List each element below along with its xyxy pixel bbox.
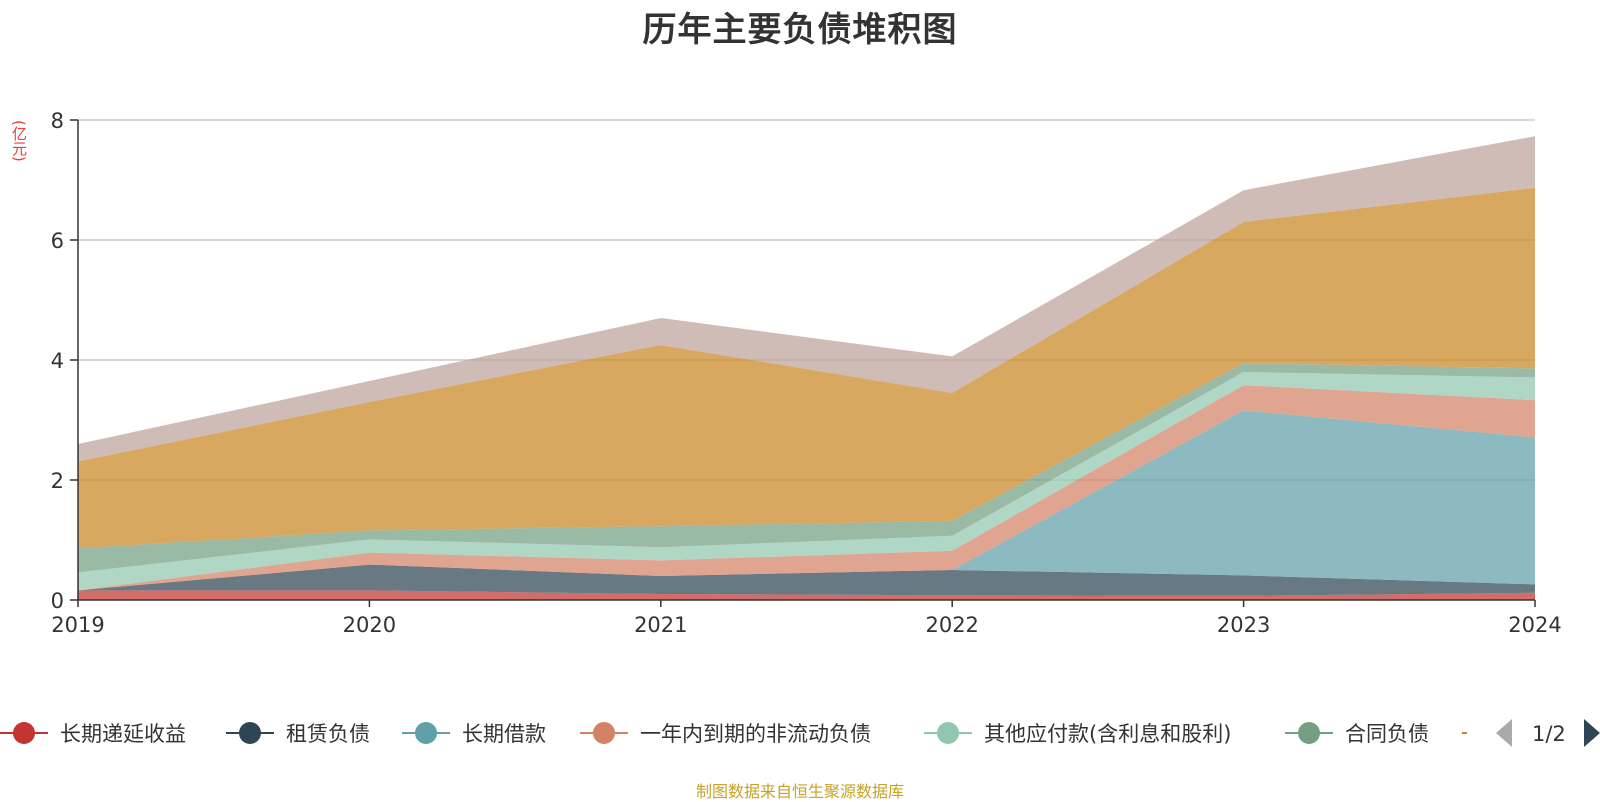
x-axis-ticks: 2019 2020 2021 2022 2023 2024 [51,600,1562,637]
legend-marker [415,722,437,744]
y-tick-label: 4 [51,349,64,373]
x-tick-label: 2019 [51,613,104,637]
y-tick-label: 2 [51,469,64,493]
legend-item[interactable]: 长期递延收益 [0,722,186,746]
area-series-5[interactable] [78,363,1535,573]
area-series-7[interactable] [78,136,1535,462]
area-series-1[interactable] [78,564,1535,596]
legend-page-indicator: 1/2 [1532,722,1566,746]
legend-item[interactable]: 其他应付款(含利息和股利) [924,722,1231,746]
legend-label: 长期递延收益 [60,722,186,746]
area-series-3[interactable] [78,385,1535,591]
area-series-0[interactable] [78,590,1535,600]
area-series-6[interactable] [78,187,1535,549]
legend-label: 合同负债 [1345,722,1429,746]
stacked-areas [78,136,1535,600]
legend: 长期递延收益 租赁负债 长期借款 一年内到期的非流动负债 其他应付款(含利息和股利) 合同… [0,719,1600,747]
y-tick-label: 8 [51,109,64,133]
x-tick-label: 2024 [1508,613,1561,637]
x-tick-label: 2020 [343,613,396,637]
y-axis-unit-label: (亿元) [10,120,28,162]
y-tick-label: 6 [51,229,64,253]
legend-marker [937,722,959,744]
legend-marker [1475,722,1497,744]
legend-item[interactable]: 一年内到期的非流动负债 [580,722,871,746]
area-series-4[interactable] [78,372,1535,591]
data-source-note: 制图数据来自恒生聚源数据库 [695,782,904,801]
legend-marker [239,722,261,744]
legend-label: 长期借款 [462,722,546,746]
chart-title: 历年主要负债堆积图 [642,10,958,50]
x-tick-label: 2022 [925,613,978,637]
legend-marker [593,722,615,744]
legend-next-page-arrow[interactable] [1584,719,1600,747]
x-tick-label: 2023 [1217,613,1270,637]
x-tick-label: 2021 [634,613,687,637]
legend-item[interactable]: 长期借款 [402,722,546,746]
y-tick-label: 0 [51,589,64,613]
legend-marker [13,722,35,744]
legend-marker [1298,722,1320,744]
legend-item[interactable]: 租赁负债 [226,722,370,746]
area-series-2[interactable] [78,410,1535,591]
legend-label: 租赁负债 [286,722,370,746]
legend-label: 其他应付款(含利息和股利) [984,722,1231,746]
legend-pager: 1/2 [1496,719,1600,747]
legend-item[interactable]: 合同负债 [1285,722,1429,746]
legend-label: 一年内到期的非流动负债 [640,722,871,746]
legend-prev-page-arrow[interactable] [1496,719,1512,747]
